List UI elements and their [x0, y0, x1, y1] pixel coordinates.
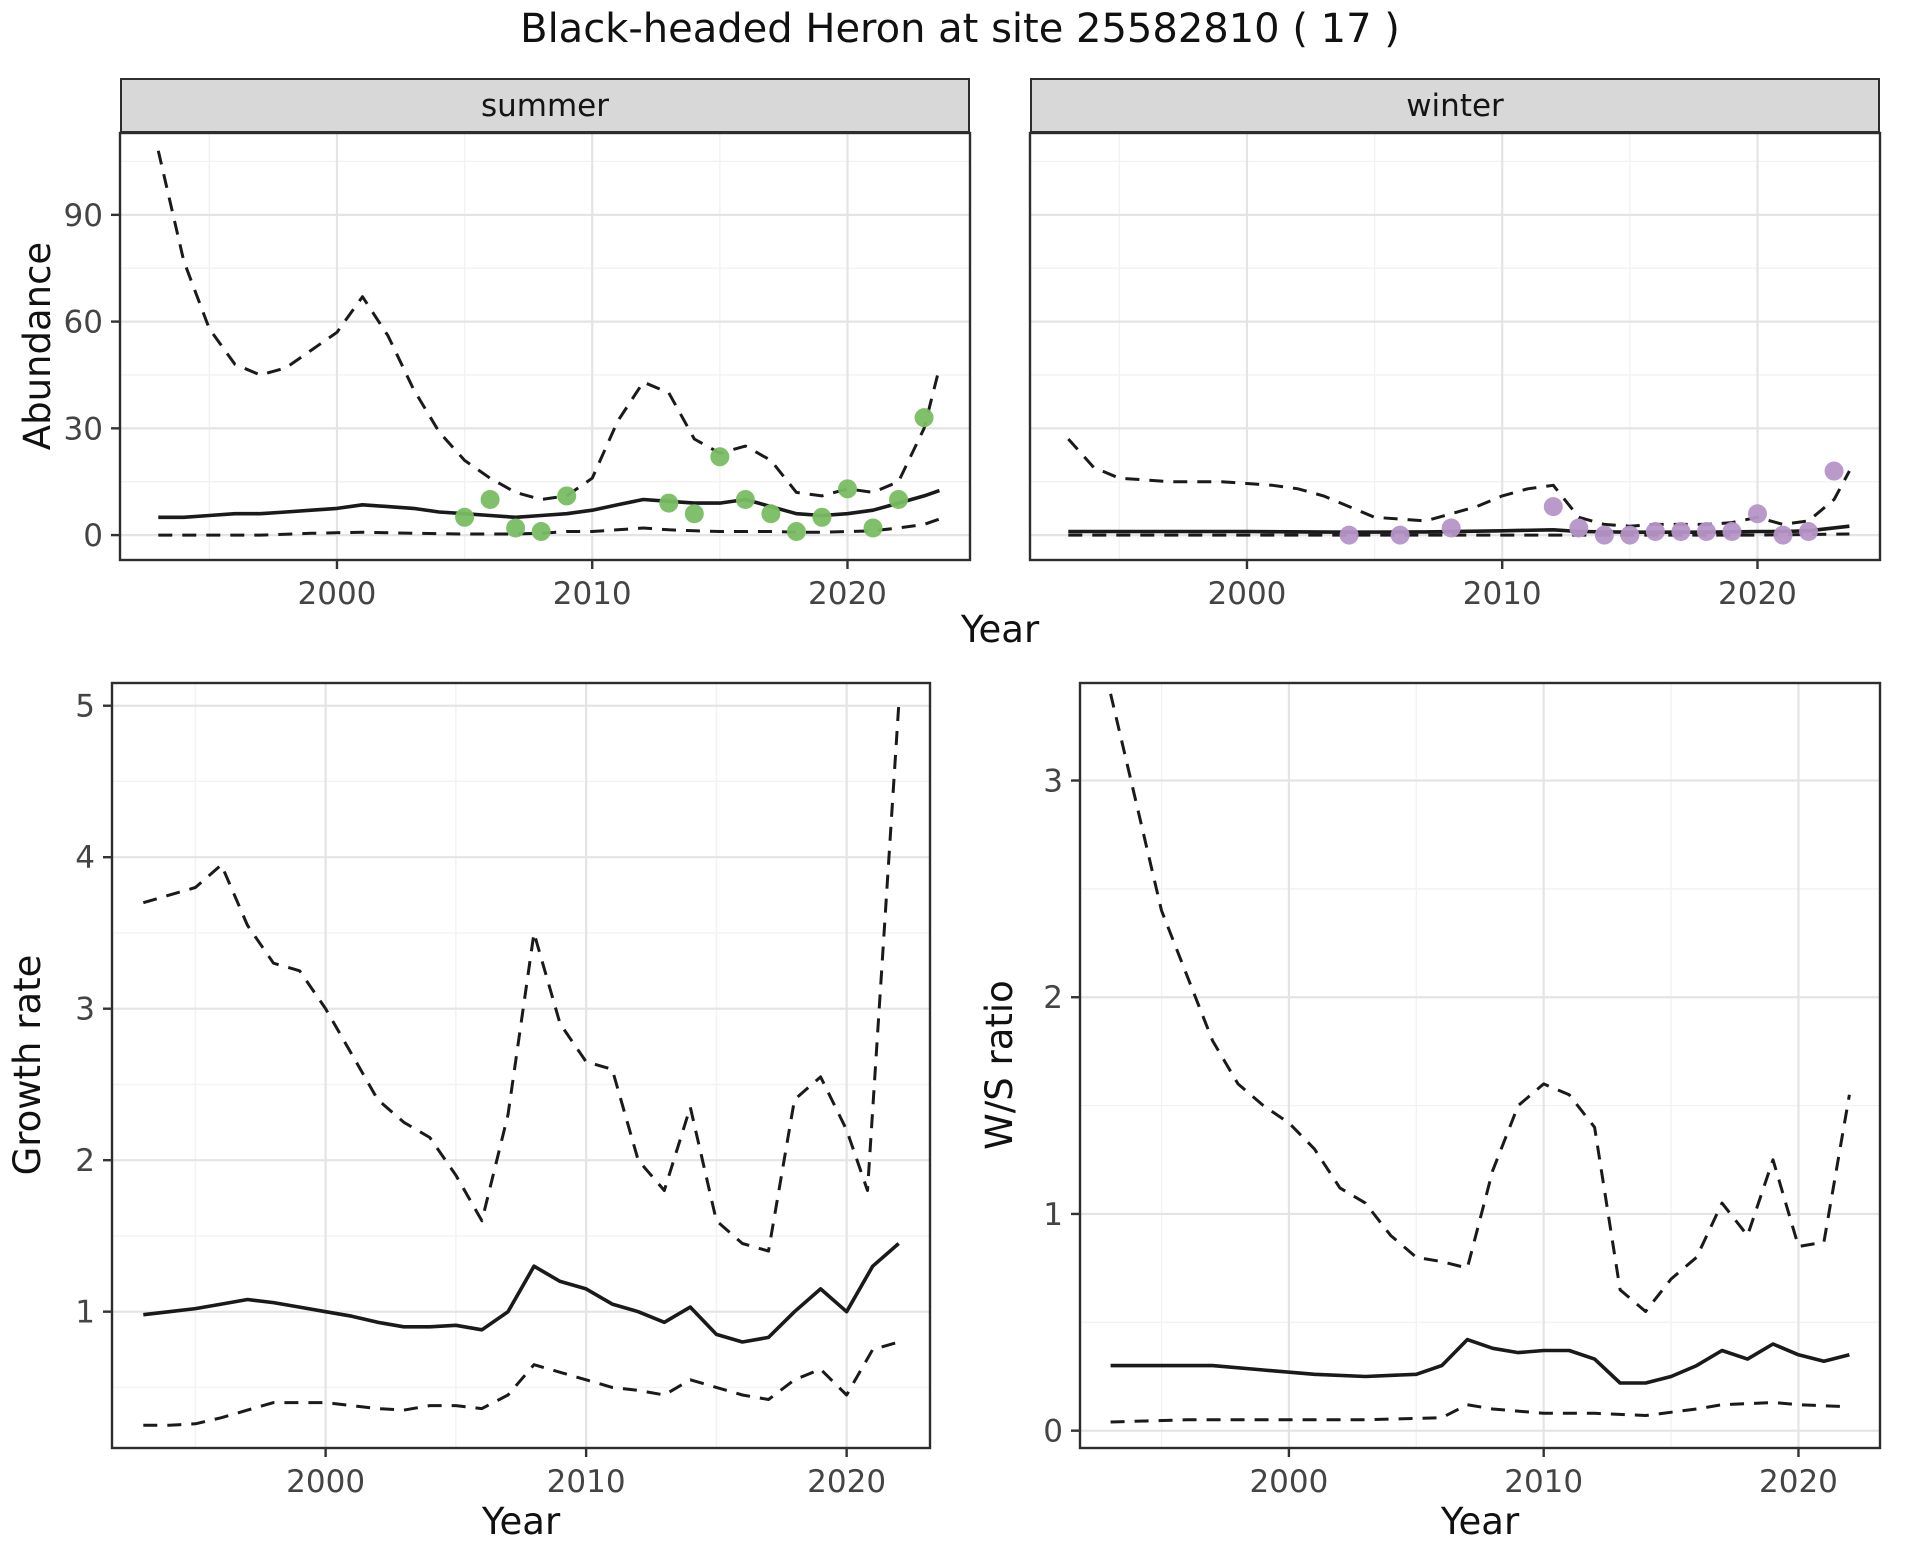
y-tick-label: 30	[64, 411, 103, 447]
x-tick-label: 2020	[808, 576, 887, 612]
summer_abundance-chart: 2000 2010 2020 0 30 60 90	[64, 131, 972, 612]
summer_abundance-observation-point	[557, 486, 577, 506]
ws-y-axis-label: W/S ratio	[978, 980, 1021, 1150]
x-tick-label: 2010	[553, 576, 632, 612]
growth_rate-lower_95ci-line	[143, 1340, 900, 1427]
summer_abundance-observation-point	[455, 507, 475, 527]
y-tick-label: 1	[75, 1295, 95, 1331]
summer_abundance-observation-point	[480, 490, 500, 510]
summer_abundance-observation-point	[914, 408, 934, 428]
x-tick-label: 2000	[1249, 1464, 1328, 1500]
x-tick-label: 2020	[1759, 1464, 1838, 1500]
x-tick-label: 2010	[1463, 576, 1542, 612]
summer_abundance-observation-point	[735, 490, 755, 510]
winter_abundance-observation-point	[1722, 522, 1742, 542]
summer_abundance-upper_95ci-line	[156, 150, 941, 501]
ws-x-axis-label: Year	[1440, 1500, 1520, 1543]
winter_abundance-panel-background	[1030, 133, 1880, 560]
winter_abundance-observation-point	[1390, 525, 1410, 545]
x-tick-label: 2020	[1718, 576, 1797, 612]
winter_abundance-observation-point	[1747, 504, 1767, 524]
growth_rate-chart: 2000 2010 2020 1 2 3 4 5	[75, 681, 932, 1500]
winter_abundance-upper_95ci-line	[1067, 437, 1851, 528]
winter_abundance-observation-point	[1543, 497, 1563, 517]
y-tick-label: 3	[1043, 764, 1063, 800]
x-tick-label: 2010	[547, 1464, 626, 1500]
y-tick-label: 2	[1043, 980, 1063, 1016]
summer_abundance-lower_95ci-line	[158, 517, 940, 537]
y-tick-label: 4	[75, 840, 95, 876]
ws_ratio-panel-border	[1078, 681, 1882, 1450]
winter_abundance-observation-point	[1696, 522, 1716, 542]
y-tick-label: 0	[1043, 1414, 1063, 1450]
winter_abundance-observation-point	[1620, 525, 1640, 545]
winter_abundance-observation-point	[1824, 461, 1844, 481]
summer_abundance-observation-point	[506, 518, 526, 538]
growth_rate-median-line	[143, 1242, 900, 1344]
facet-strip-summer: summer	[120, 78, 970, 133]
winter_abundance-panel-border	[1028, 131, 1882, 562]
winter_abundance-observation-point	[1441, 518, 1461, 538]
figure-title: Black-headed Heron at site 25582810 ( 17…	[520, 6, 1400, 52]
growth_rate-panel-background	[112, 683, 930, 1448]
x-tick-label: 2020	[807, 1464, 886, 1500]
ws_ratio-chart: 2000 2010 2020 0 1 2 3	[1043, 681, 1882, 1500]
summer_abundance-observation-point	[786, 522, 806, 542]
winter_abundance-lower_95ci-line	[1068, 532, 1850, 537]
y-tick-label: 60	[64, 305, 103, 341]
summer_abundance-panel-background	[120, 133, 970, 560]
ws_ratio-upper_95ci-line	[1109, 693, 1851, 1313]
summer_abundance-observation-point	[863, 518, 883, 538]
winter_abundance-observation-point	[1773, 525, 1793, 545]
y-tick-label: 90	[64, 198, 103, 234]
winter_abundance-observation-point	[1339, 525, 1359, 545]
y-tick-label: 3	[75, 992, 95, 1028]
y-tick-label: 5	[75, 689, 95, 725]
summer_abundance-observation-point	[761, 504, 781, 524]
y-tick-label: 1	[1043, 1197, 1063, 1233]
ws_ratio-panel-background	[1080, 683, 1880, 1448]
abundance-y-axis-label: Abundance	[16, 241, 59, 451]
x-tick-label: 2000	[286, 1464, 365, 1500]
y-tick-label: 0	[83, 518, 103, 554]
growth-y-axis-label: Growth rate	[6, 954, 49, 1176]
summer_abundance-observation-point	[837, 479, 857, 499]
growth-x-axis-label: Year	[481, 1500, 561, 1543]
ws_ratio-median-line	[1110, 1337, 1850, 1385]
y-tick-label: 2	[75, 1143, 95, 1179]
growth_rate-panel-border	[110, 681, 932, 1450]
facet-strip-winter: winter	[1030, 78, 1880, 133]
x-tick-label: 2000	[1208, 576, 1287, 612]
winter_abundance-observation-point	[1645, 522, 1665, 542]
x-tick-label: 2000	[298, 576, 377, 612]
x-tick-label: 2010	[1504, 1464, 1583, 1500]
winter_abundance-observation-point	[1799, 522, 1819, 542]
winter_abundance-observation-point	[1671, 522, 1691, 542]
winter_abundance-chart: 2000 2010 2020	[1028, 131, 1882, 612]
growth_rate-upper_95ci-line	[142, 705, 901, 1253]
summer_abundance-observation-point	[889, 490, 909, 510]
summer_abundance-observation-point	[812, 507, 832, 527]
summer_abundance-observation-point	[710, 447, 730, 467]
winter_abundance-observation-point	[1569, 518, 1589, 538]
summer_abundance-observation-point	[684, 504, 704, 524]
summer_abundance-observation-point	[531, 522, 551, 542]
ws_ratio-lower_95ci-line	[1110, 1401, 1850, 1424]
winter_abundance-observation-point	[1594, 525, 1614, 545]
summer_abundance-panel-border	[118, 131, 972, 562]
summer_abundance-observation-point	[659, 493, 679, 513]
abundance-x-axis-label: Year	[960, 608, 1040, 651]
